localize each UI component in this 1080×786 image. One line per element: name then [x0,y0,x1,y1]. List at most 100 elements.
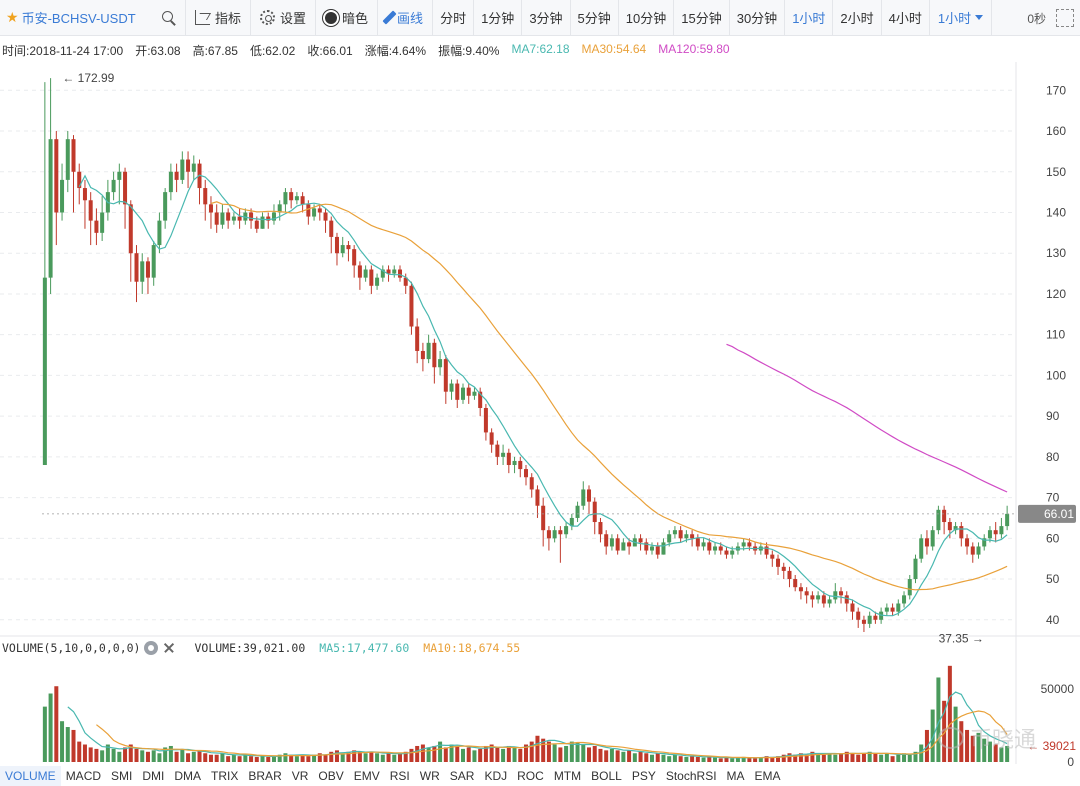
volume-bar [117,751,122,762]
candle-body [890,607,895,612]
fullscreen-icon[interactable] [1056,9,1074,27]
timeframe-0[interactable]: 分时 [433,0,475,36]
symbol-selector[interactable]: ★ 币安-BCHSV-USDT [0,0,186,36]
candle-body [300,196,305,205]
settings-button[interactable]: 设置 [251,0,317,36]
volume-bar [357,751,362,762]
volume-bar [987,741,992,762]
favorite-star-icon[interactable]: ★ [6,9,19,25]
candle-body [987,530,992,539]
tab-mtm[interactable]: MTM [553,769,582,783]
gear-icon[interactable] [144,641,159,655]
candle-body [724,550,729,555]
candle-body [403,277,408,286]
tab-roc[interactable]: ROC [517,769,544,783]
indicator-button[interactable]: 指标 [186,0,252,36]
tab-kdj[interactable]: KDJ [484,769,508,783]
tab-emv[interactable]: EMV [353,769,380,783]
draw-line-button[interactable]: 画线 [378,0,434,36]
draw-line-label: 画线 [397,11,424,26]
tab-sar[interactable]: SAR [449,769,475,783]
volume-bar [254,756,259,762]
volume-bar [231,754,236,762]
tab-brar[interactable]: BRAR [248,769,282,783]
volume-bar [420,744,425,762]
candle-body [833,591,838,600]
volume-bar [426,747,431,762]
volume-bar [140,750,145,762]
tab-boll[interactable]: BOLL [591,769,622,783]
timeframe-5[interactable]: 15分钟 [674,0,730,36]
tab-trix[interactable]: TRIX [211,769,239,783]
tab-wr[interactable]: WR [419,769,440,783]
timeframe-dropdown[interactable]: 1小时 [930,0,993,36]
volume-bar [770,756,775,762]
candle-body [718,546,723,551]
candle-body [678,530,683,539]
tab-dma[interactable]: DMA [174,769,202,783]
price-tick-label: 110 [1046,328,1065,342]
close-icon[interactable] [162,641,176,655]
candle-body [294,196,299,201]
volume-ma5: MA5:17,477.60 [319,641,410,655]
tab-ma[interactable]: MA [726,769,745,783]
tab-stochrsi[interactable]: StochRSI [665,769,717,783]
timeframe-9[interactable]: 4小时 [882,0,930,36]
volume-bar [409,748,414,762]
volume-bar [438,741,443,762]
volume-params: VOLUME(5,10,0,0,0,0) [2,641,141,655]
tab-smi[interactable]: SMI [111,769,133,783]
volume-bar [363,753,368,762]
tab-ema[interactable]: EMA [754,769,781,783]
candle-body [455,383,460,400]
symbol-name[interactable]: 币安-BCHSV-USDT [21,11,136,26]
dark-mode-button[interactable]: 暗色 [316,0,379,36]
volume-bar [380,754,385,762]
volume-bar [672,754,677,762]
info-open: 开:63.08 [135,44,181,58]
candle-body [415,326,420,351]
volume-bar [535,735,540,762]
timeframe-6[interactable]: 30分钟 [730,0,786,36]
timeframe-7[interactable]: 1小时 [785,0,834,36]
volume-value: VOLUME:39,021.00 [194,641,306,655]
tab-volume[interactable]: VOLUME [0,766,61,786]
volume-bar [495,747,500,762]
candle-body [976,546,981,555]
volume-bar [249,756,254,762]
tab-dmi[interactable]: DMI [142,769,165,783]
candle-body [844,595,849,604]
timeframe-8[interactable]: 2小时 [833,0,882,36]
candle-body [873,615,878,620]
search-icon[interactable] [161,10,177,26]
volume-bar [529,741,534,762]
volume-bar [730,758,735,762]
tab-rsi[interactable]: RSI [389,769,410,783]
timeframe-3[interactable]: 5分钟 [571,0,619,36]
tab-macd[interactable]: MACD [65,769,102,783]
volume-bar [879,754,884,762]
tab-vr[interactable]: VR [291,769,309,783]
volume-bar [197,750,202,762]
volume-bar [317,753,322,762]
candle-body [409,285,414,327]
candle-body [598,522,603,535]
timeframe-bar: 分时 1分钟 3分钟 5分钟 10分钟 15分钟 30分钟 1小时 2小时 4小时 [433,0,930,36]
volume-bar [432,745,437,762]
timeframe-2[interactable]: 3分钟 [522,0,571,36]
candle-body [495,444,500,457]
candle-body [518,460,523,470]
volume-bar [810,751,815,762]
price-tick-label: 80 [1046,450,1060,464]
candle-body [523,469,529,478]
volume-bar [678,756,683,762]
timeframe-4[interactable]: 10分钟 [619,0,675,36]
candle-body [420,350,425,360]
volume-bar [312,754,317,762]
volume-bar [804,754,809,762]
timeframe-1[interactable]: 1分钟 [474,0,523,36]
candle-body [999,526,1004,535]
tab-obv[interactable]: OBV [318,769,344,783]
tab-psy[interactable]: PSY [631,769,656,783]
